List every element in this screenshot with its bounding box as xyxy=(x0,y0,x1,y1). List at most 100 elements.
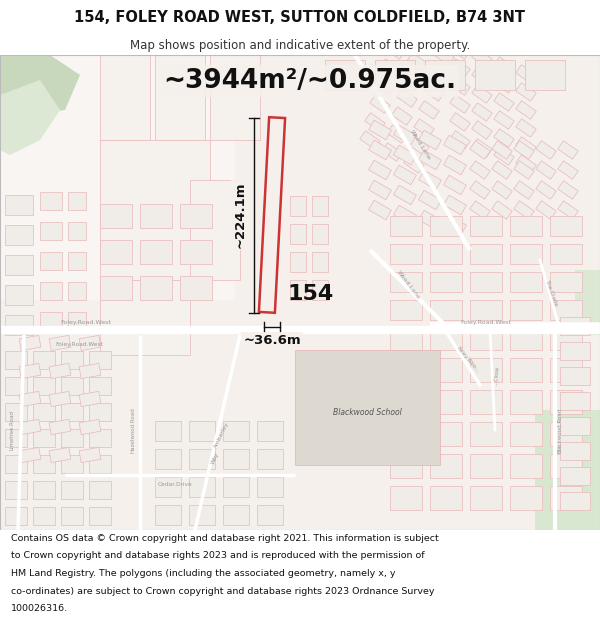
Text: Limetree.Road: Limetree.Road xyxy=(10,410,14,450)
Bar xyxy=(417,17,437,35)
Bar xyxy=(155,421,181,441)
Bar xyxy=(49,391,71,407)
Bar xyxy=(79,336,101,351)
Bar xyxy=(5,195,33,215)
Bar xyxy=(430,390,462,414)
Bar xyxy=(419,130,442,150)
Bar xyxy=(510,272,542,292)
Text: ~36.6m: ~36.6m xyxy=(243,334,301,347)
Bar xyxy=(510,454,542,478)
Bar xyxy=(223,477,249,497)
Bar xyxy=(223,505,249,525)
Bar xyxy=(516,119,536,138)
Bar xyxy=(382,142,402,161)
Bar xyxy=(368,180,391,200)
Bar xyxy=(402,71,422,89)
Bar xyxy=(492,181,512,199)
Bar xyxy=(61,403,83,421)
Bar xyxy=(89,455,111,473)
Polygon shape xyxy=(575,270,600,335)
Text: Wood.Lane: Wood.Lane xyxy=(409,129,431,161)
Bar xyxy=(79,419,101,434)
Bar xyxy=(443,135,466,155)
Bar xyxy=(492,141,512,159)
Bar xyxy=(558,181,578,199)
Bar xyxy=(472,139,492,158)
Bar xyxy=(100,55,150,140)
Bar xyxy=(390,300,422,320)
Bar xyxy=(368,120,391,140)
Bar xyxy=(155,55,205,140)
Bar xyxy=(404,155,424,173)
Bar xyxy=(68,222,86,240)
Bar xyxy=(390,272,422,292)
Bar xyxy=(61,481,83,499)
Text: Way: Way xyxy=(210,451,220,465)
Bar xyxy=(61,507,83,525)
Bar xyxy=(536,181,556,199)
Bar xyxy=(395,5,415,23)
Bar xyxy=(450,112,470,131)
Bar xyxy=(470,390,502,414)
Bar xyxy=(514,161,534,179)
Bar xyxy=(390,422,422,446)
Bar xyxy=(257,505,283,525)
Bar xyxy=(510,326,542,350)
Bar xyxy=(510,390,542,414)
Bar xyxy=(49,419,71,434)
Bar xyxy=(470,486,502,510)
Bar xyxy=(394,145,416,165)
Bar xyxy=(33,377,55,395)
Bar xyxy=(550,358,582,382)
Bar xyxy=(494,129,514,148)
Bar xyxy=(390,22,410,41)
Text: Map shows position and indicative extent of the property.: Map shows position and indicative extent… xyxy=(130,39,470,51)
Text: Foley.Woo...: Foley.Woo... xyxy=(455,346,481,374)
Bar xyxy=(89,429,111,447)
Bar xyxy=(189,449,215,469)
Bar xyxy=(49,448,71,462)
Bar xyxy=(516,155,536,173)
Bar xyxy=(472,85,492,103)
Bar xyxy=(390,486,422,510)
Text: 154: 154 xyxy=(288,284,334,304)
Bar xyxy=(429,65,449,83)
Bar xyxy=(450,77,470,95)
Bar xyxy=(419,190,442,210)
Bar xyxy=(516,65,536,83)
Bar xyxy=(140,276,172,300)
Bar xyxy=(470,141,490,159)
Bar xyxy=(394,125,416,145)
Bar xyxy=(68,192,86,210)
Bar xyxy=(61,455,83,473)
Bar xyxy=(368,200,391,220)
Bar xyxy=(370,95,390,113)
Bar xyxy=(79,448,101,462)
Bar xyxy=(443,175,466,195)
Text: HM Land Registry. The polygons (including the associated geometry, namely x, y: HM Land Registry. The polygons (includin… xyxy=(11,569,395,578)
Bar xyxy=(49,336,71,351)
Bar xyxy=(536,161,556,179)
Bar xyxy=(558,201,578,219)
Bar xyxy=(5,507,27,525)
Text: The.Glade: The.Glade xyxy=(544,279,558,307)
Bar xyxy=(550,300,582,320)
Bar xyxy=(494,92,514,111)
Bar xyxy=(190,180,240,280)
Bar xyxy=(33,403,55,421)
Bar xyxy=(510,244,542,264)
Bar xyxy=(89,403,111,421)
Bar xyxy=(425,60,465,90)
Bar xyxy=(5,403,27,421)
Bar xyxy=(155,477,181,497)
Bar xyxy=(560,317,590,335)
Bar xyxy=(430,244,462,264)
Bar xyxy=(550,272,582,292)
Bar xyxy=(5,481,27,499)
Bar xyxy=(394,205,416,225)
Bar xyxy=(290,252,306,272)
Bar xyxy=(68,252,86,270)
Bar xyxy=(550,390,582,414)
Bar xyxy=(470,161,490,179)
Bar xyxy=(368,160,391,180)
